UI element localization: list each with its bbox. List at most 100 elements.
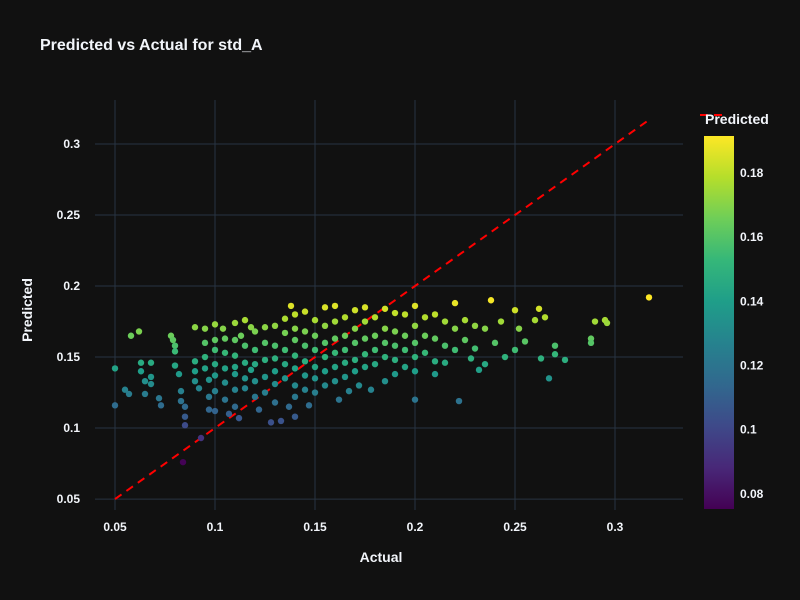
data-point[interactable]: [341, 332, 349, 339]
data-point[interactable]: [301, 342, 309, 349]
data-point[interactable]: [311, 346, 319, 354]
data-point[interactable]: [251, 346, 259, 354]
data-point[interactable]: [455, 397, 463, 405]
data-point[interactable]: [331, 377, 339, 385]
data-point[interactable]: [381, 353, 389, 361]
data-point[interactable]: [551, 351, 559, 358]
data-point[interactable]: [111, 365, 119, 372]
data-point[interactable]: [531, 316, 539, 324]
data-point[interactable]: [431, 335, 439, 342]
data-point[interactable]: [221, 396, 229, 403]
data-point[interactable]: [141, 377, 149, 385]
data-point[interactable]: [451, 325, 459, 332]
data-point[interactable]: [177, 397, 185, 405]
data-point[interactable]: [381, 339, 389, 347]
data-point[interactable]: [235, 414, 243, 422]
data-point[interactable]: [221, 365, 229, 372]
data-point[interactable]: [191, 377, 199, 385]
data-point[interactable]: [441, 318, 449, 325]
data-point[interactable]: [231, 403, 239, 410]
data-point[interactable]: [421, 314, 429, 321]
data-point[interactable]: [291, 382, 299, 389]
data-point[interactable]: [137, 368, 145, 375]
data-point[interactable]: [421, 349, 429, 356]
data-point[interactable]: [401, 346, 409, 354]
data-point[interactable]: [181, 422, 189, 429]
data-point[interactable]: [191, 358, 199, 365]
data-point[interactable]: [291, 311, 299, 318]
data-point[interactable]: [211, 321, 219, 328]
data-point[interactable]: [511, 346, 519, 354]
data-point[interactable]: [201, 339, 209, 347]
data-point[interactable]: [501, 353, 509, 361]
data-point[interactable]: [451, 299, 459, 307]
data-point[interactable]: [141, 390, 149, 398]
data-point[interactable]: [321, 304, 329, 311]
data-point[interactable]: [281, 329, 289, 337]
data-point[interactable]: [401, 311, 409, 318]
data-point[interactable]: [311, 375, 319, 382]
data-point[interactable]: [467, 355, 475, 362]
data-point[interactable]: [421, 332, 429, 339]
data-point[interactable]: [401, 332, 409, 339]
data-point[interactable]: [181, 403, 189, 410]
data-point[interactable]: [291, 393, 299, 401]
data-point[interactable]: [261, 373, 269, 381]
data-point[interactable]: [171, 342, 179, 349]
data-point[interactable]: [261, 324, 269, 331]
data-point[interactable]: [535, 305, 543, 312]
data-point[interactable]: [197, 434, 205, 442]
data-point[interactable]: [461, 316, 469, 324]
data-point[interactable]: [291, 352, 299, 359]
data-point[interactable]: [471, 345, 479, 352]
data-point[interactable]: [175, 370, 183, 378]
data-point[interactable]: [135, 328, 143, 335]
data-point[interactable]: [321, 382, 329, 389]
data-point[interactable]: [271, 355, 279, 362]
data-point[interactable]: [551, 342, 559, 349]
data-point[interactable]: [411, 339, 419, 347]
data-point[interactable]: [179, 458, 187, 466]
data-point[interactable]: [191, 324, 199, 331]
data-point[interactable]: [205, 406, 213, 413]
data-point[interactable]: [169, 336, 177, 344]
data-point[interactable]: [251, 328, 259, 335]
data-point[interactable]: [271, 399, 279, 406]
data-point[interactable]: [545, 375, 553, 382]
data-point[interactable]: [237, 332, 245, 339]
data-point[interactable]: [231, 336, 239, 344]
data-point[interactable]: [411, 396, 419, 403]
data-point[interactable]: [211, 372, 219, 379]
data-point[interactable]: [361, 351, 369, 358]
data-point[interactable]: [291, 336, 299, 344]
data-point[interactable]: [241, 342, 249, 349]
data-point[interactable]: [177, 387, 185, 395]
data-point[interactable]: [341, 373, 349, 381]
data-point[interactable]: [261, 389, 269, 396]
data-point[interactable]: [341, 314, 349, 321]
data-point[interactable]: [251, 377, 259, 385]
data-point[interactable]: [195, 385, 203, 392]
data-point[interactable]: [221, 379, 229, 386]
data-point[interactable]: [271, 342, 279, 349]
data-point[interactable]: [341, 359, 349, 366]
data-point[interactable]: [241, 375, 249, 382]
data-point[interactable]: [231, 352, 239, 359]
data-point[interactable]: [321, 339, 329, 347]
data-point[interactable]: [271, 380, 279, 388]
data-point[interactable]: [301, 386, 309, 393]
data-point[interactable]: [361, 335, 369, 342]
data-point[interactable]: [287, 302, 295, 310]
data-point[interactable]: [351, 356, 359, 364]
data-point[interactable]: [331, 318, 339, 325]
data-point[interactable]: [231, 370, 239, 378]
data-point[interactable]: [411, 368, 419, 375]
data-point[interactable]: [211, 336, 219, 344]
data-point[interactable]: [361, 304, 369, 311]
data-point[interactable]: [219, 325, 227, 332]
data-point[interactable]: [291, 413, 299, 420]
data-point[interactable]: [381, 305, 389, 312]
data-point[interactable]: [291, 325, 299, 332]
data-point[interactable]: [211, 407, 219, 415]
data-point[interactable]: [281, 315, 289, 322]
